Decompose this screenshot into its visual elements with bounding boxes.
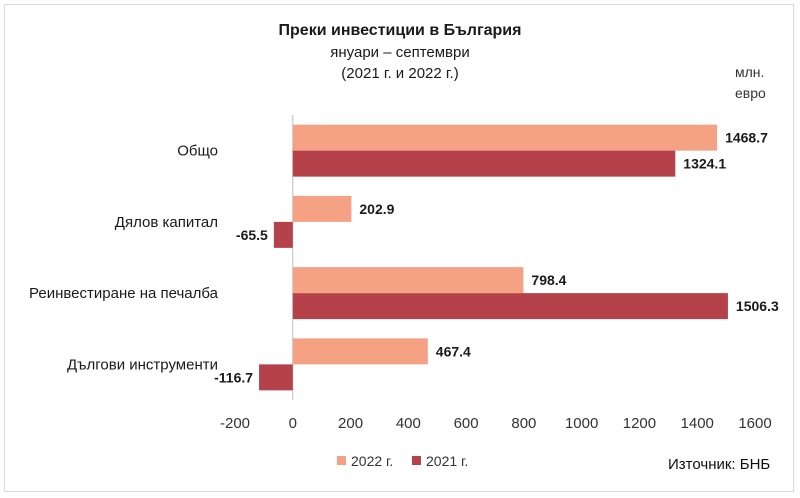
x-tick-label: 1200 — [623, 415, 656, 432]
bar-series2 — [259, 364, 293, 391]
data-label: 467.4 — [436, 343, 471, 359]
data-label: 1506.3 — [736, 298, 779, 314]
legend-label: 2021 г. — [426, 453, 468, 469]
bar-series1 — [292, 338, 428, 365]
data-label: 202.9 — [359, 201, 394, 217]
legend-swatch — [412, 456, 421, 465]
source-note: Източник: БНБ — [668, 456, 771, 473]
chart-title-block: Преки инвестиции в България януари – сеп… — [200, 20, 600, 84]
category-label: Дялов капитал — [115, 214, 218, 231]
bar-series2 — [292, 150, 676, 177]
unit-label: млн. евро — [735, 62, 766, 104]
chart-title: Преки инвестиции в България — [278, 22, 522, 39]
legend-label: 2022 г. — [351, 453, 393, 469]
x-tick-label: 800 — [511, 415, 536, 432]
x-tick-label: 1400 — [681, 415, 714, 432]
x-tick-label: -200 — [220, 415, 250, 432]
x-tick-label: 1600 — [738, 415, 771, 432]
bar-series2 — [273, 221, 293, 248]
category-label: Дългови инструменти — [67, 356, 218, 373]
chart-frame — [4, 4, 794, 492]
bar-series1 — [292, 195, 352, 222]
x-tick-label: 0 — [289, 415, 297, 432]
chart-subtitle-line-2: (2021 г. и 2022 г.) — [341, 65, 459, 82]
x-tick-label: 600 — [454, 415, 479, 432]
bar-series2 — [292, 293, 728, 320]
data-label: 1468.7 — [725, 130, 768, 146]
x-tick-label: 400 — [396, 415, 421, 432]
bar-series1 — [292, 267, 524, 294]
category-label: Реинвестиране на печалба — [29, 285, 219, 302]
data-label: 798.4 — [531, 272, 566, 288]
bar-series1 — [292, 124, 718, 151]
category-label: Общо — [177, 143, 218, 160]
chart-subtitle-line-1: януари – септември — [330, 44, 470, 61]
data-label: -116.7 — [214, 369, 253, 385]
x-tick-label: 1000 — [565, 415, 598, 432]
data-label: -65.5 — [236, 227, 268, 243]
unit-line-1: млн. — [735, 64, 765, 80]
data-label: 1324.1 — [683, 156, 726, 172]
legend-swatch — [337, 456, 346, 465]
x-tick-label: 200 — [338, 415, 363, 432]
unit-line-2: евро — [735, 85, 766, 101]
